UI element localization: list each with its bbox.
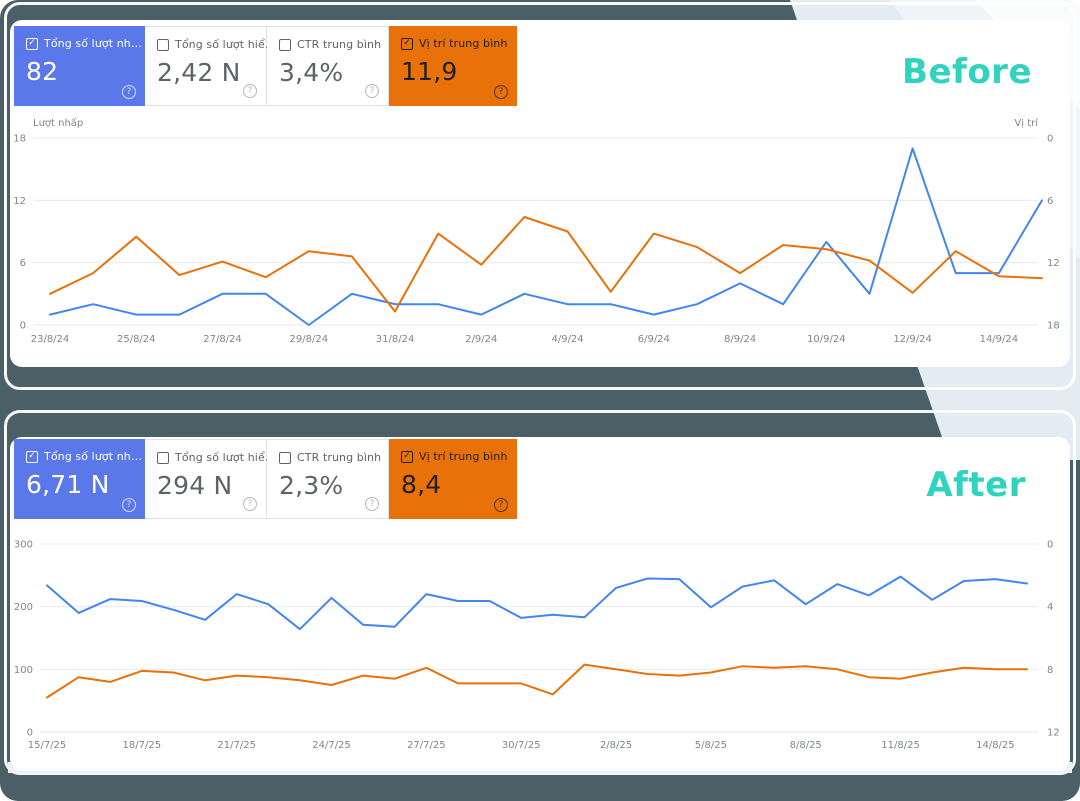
metric-card-total-clicks[interactable]: ✓ Tổng số lượt nh… 82 ?: [14, 26, 145, 106]
svg-text:5/8/25: 5/8/25: [695, 740, 727, 751]
metric-card-total-clicks[interactable]: ✓ Tổng số lượt nh… 6,71 N ?: [14, 439, 145, 519]
svg-text:2/8/25: 2/8/25: [600, 740, 632, 751]
svg-text:11/8/25: 11/8/25: [881, 740, 920, 751]
svg-text:8: 8: [1047, 665, 1053, 676]
before-badge: Before: [902, 52, 1032, 92]
checkbox-unchecked-icon[interactable]: [157, 38, 169, 51]
help-icon[interactable]: ?: [494, 85, 508, 99]
checkbox-unchecked-icon[interactable]: [157, 451, 169, 464]
svg-text:31/8/24: 31/8/24: [376, 334, 415, 345]
svg-text:6: 6: [1047, 196, 1053, 207]
help-icon[interactable]: ?: [122, 498, 136, 512]
metric-card-label: CTR trung bình: [297, 38, 382, 51]
metric-card-label: Tổng số lượt hiể…: [175, 451, 276, 464]
metric-cards-row: ✓ Tổng số lượt nh… 6,71 N ? Tổng số lượt…: [14, 439, 517, 519]
svg-text:18/7/25: 18/7/25: [123, 740, 162, 751]
checkbox-checked-icon[interactable]: ✓: [401, 450, 413, 463]
svg-text:18: 18: [13, 134, 26, 145]
svg-text:21/7/25: 21/7/25: [217, 740, 256, 751]
svg-text:0: 0: [1047, 134, 1053, 145]
metric-card-average-position[interactable]: ✓ Vị trí trung bình 8,4 ?: [389, 439, 517, 519]
svg-text:2/9/24: 2/9/24: [465, 334, 497, 345]
checkbox-unchecked-icon[interactable]: [279, 38, 291, 51]
help-icon[interactable]: ?: [494, 498, 508, 512]
svg-text:0: 0: [27, 728, 33, 739]
svg-text:0: 0: [1047, 540, 1053, 551]
svg-text:Vị trí: Vị trí: [1014, 117, 1039, 129]
svg-text:100: 100: [14, 665, 33, 676]
svg-text:29/8/24: 29/8/24: [290, 334, 329, 345]
svg-text:30/7/25: 30/7/25: [502, 740, 541, 751]
metric-card-total-impressions[interactable]: Tổng số lượt hiể… 2,42 N ?: [145, 26, 276, 106]
help-icon[interactable]: ?: [365, 84, 379, 98]
svg-text:8/9/24: 8/9/24: [724, 334, 756, 345]
svg-text:300: 300: [14, 540, 33, 551]
metric-card-label: Tổng số lượt nh…: [44, 37, 142, 50]
metric-card-label: Vị trí trung bình: [419, 37, 508, 50]
metric-card-average-position[interactable]: ✓ Vị trí trung bình 11,9 ?: [389, 26, 517, 106]
svg-text:12: 12: [1047, 728, 1060, 739]
metric-card-value: 11,9: [401, 57, 458, 86]
checkbox-checked-icon[interactable]: ✓: [401, 37, 413, 50]
svg-text:18: 18: [1047, 321, 1060, 332]
metric-card-value: 2,3%: [279, 471, 344, 500]
svg-text:6: 6: [20, 258, 26, 269]
svg-text:14/9/24: 14/9/24: [980, 334, 1019, 345]
svg-text:8/8/25: 8/8/25: [790, 740, 822, 751]
svg-text:12: 12: [1047, 258, 1060, 269]
svg-text:14/8/25: 14/8/25: [976, 740, 1015, 751]
svg-text:27/7/25: 27/7/25: [407, 740, 446, 751]
svg-text:Lượt nhấp: Lượt nhấp: [33, 117, 83, 129]
metric-card-average-ctr[interactable]: CTR trung bình 3,4% ?: [267, 26, 389, 106]
metric-card-value: 2,42 N: [157, 58, 241, 87]
metric-card-average-ctr[interactable]: CTR trung bình 2,3% ?: [267, 439, 389, 519]
metric-card-label: Tổng số lượt hiể…: [175, 38, 276, 51]
help-icon[interactable]: ?: [243, 497, 257, 511]
metric-card-value: 6,71 N: [26, 470, 110, 499]
checkbox-checked-icon[interactable]: ✓: [26, 37, 38, 50]
panel-before: ✓ Tổng số lượt nh… 82 ? Tổng số lượt hiể…: [10, 20, 1070, 367]
svg-text:4/9/24: 4/9/24: [551, 334, 583, 345]
metric-cards-row: ✓ Tổng số lượt nh… 82 ? Tổng số lượt hiể…: [14, 26, 517, 106]
metric-card-value: 82: [26, 57, 59, 86]
svg-text:6/9/24: 6/9/24: [638, 334, 670, 345]
svg-text:12/9/24: 12/9/24: [893, 334, 932, 345]
help-icon[interactable]: ?: [243, 84, 257, 98]
metric-card-value: 294 N: [157, 471, 233, 500]
help-icon[interactable]: ?: [122, 85, 136, 99]
metric-card-label: Tổng số lượt nh…: [44, 450, 142, 463]
checkbox-unchecked-icon[interactable]: [279, 451, 291, 464]
panel-after: ✓ Tổng số lượt nh… 6,71 N ? Tổng số lượt…: [10, 437, 1070, 771]
after-badge: After: [926, 465, 1026, 505]
metric-card-total-impressions[interactable]: Tổng số lượt hiể… 294 N ?: [145, 439, 276, 519]
svg-text:4: 4: [1047, 602, 1053, 613]
svg-text:25/8/24: 25/8/24: [117, 334, 156, 345]
svg-text:24/7/25: 24/7/25: [312, 740, 351, 751]
svg-text:12: 12: [13, 196, 26, 207]
svg-text:10/9/24: 10/9/24: [807, 334, 846, 345]
metric-card-label: Vị trí trung bình: [419, 450, 508, 463]
metric-card-value: 3,4%: [279, 58, 344, 87]
metric-card-value: 8,4: [401, 470, 442, 499]
svg-text:0: 0: [20, 321, 26, 332]
metric-card-label: CTR trung bình: [297, 451, 382, 464]
svg-text:27/8/24: 27/8/24: [203, 334, 242, 345]
svg-text:200: 200: [14, 602, 33, 613]
checkbox-checked-icon[interactable]: ✓: [26, 450, 38, 463]
svg-text:15/7/25: 15/7/25: [28, 740, 67, 751]
svg-text:23/8/24: 23/8/24: [31, 334, 70, 345]
help-icon[interactable]: ?: [365, 497, 379, 511]
